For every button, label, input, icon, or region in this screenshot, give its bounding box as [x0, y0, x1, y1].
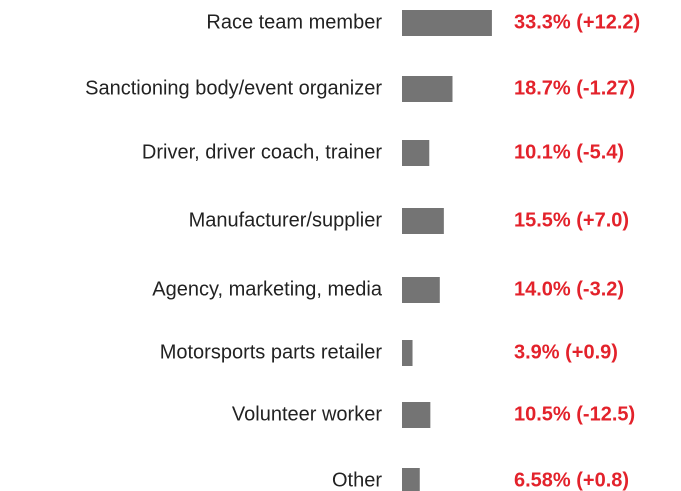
category-label: Driver, driver coach, trainer [142, 141, 382, 163]
value-label: 3.9% (+0.9) [514, 341, 618, 363]
category-label: Manufacturer/supplier [189, 209, 383, 231]
category-label: Other [332, 469, 382, 491]
category-label: Motorsports parts retailer [160, 341, 383, 363]
bar [402, 340, 413, 366]
category-label: Sanctioning body/event organizer [85, 77, 382, 99]
value-label: 10.1% (-5.4) [514, 141, 624, 163]
bar [402, 208, 444, 234]
value-label: 6.58% (+0.8) [514, 469, 629, 491]
value-label: 10.5% (-12.5) [514, 403, 635, 425]
bar [402, 76, 453, 102]
category-label: Race team member [206, 11, 382, 33]
bar [402, 402, 431, 428]
category-label: Volunteer worker [232, 403, 382, 425]
bar [402, 468, 420, 491]
value-label: 14.0% (-3.2) [514, 278, 624, 300]
bar [402, 140, 430, 166]
value-label: 18.7% (-1.27) [514, 77, 635, 99]
value-label: 33.3% (+12.2) [514, 11, 640, 33]
bar [402, 277, 440, 303]
value-label: 15.5% (+7.0) [514, 209, 629, 231]
bar [402, 10, 492, 36]
category-label: Agency, marketing, media [152, 278, 383, 300]
